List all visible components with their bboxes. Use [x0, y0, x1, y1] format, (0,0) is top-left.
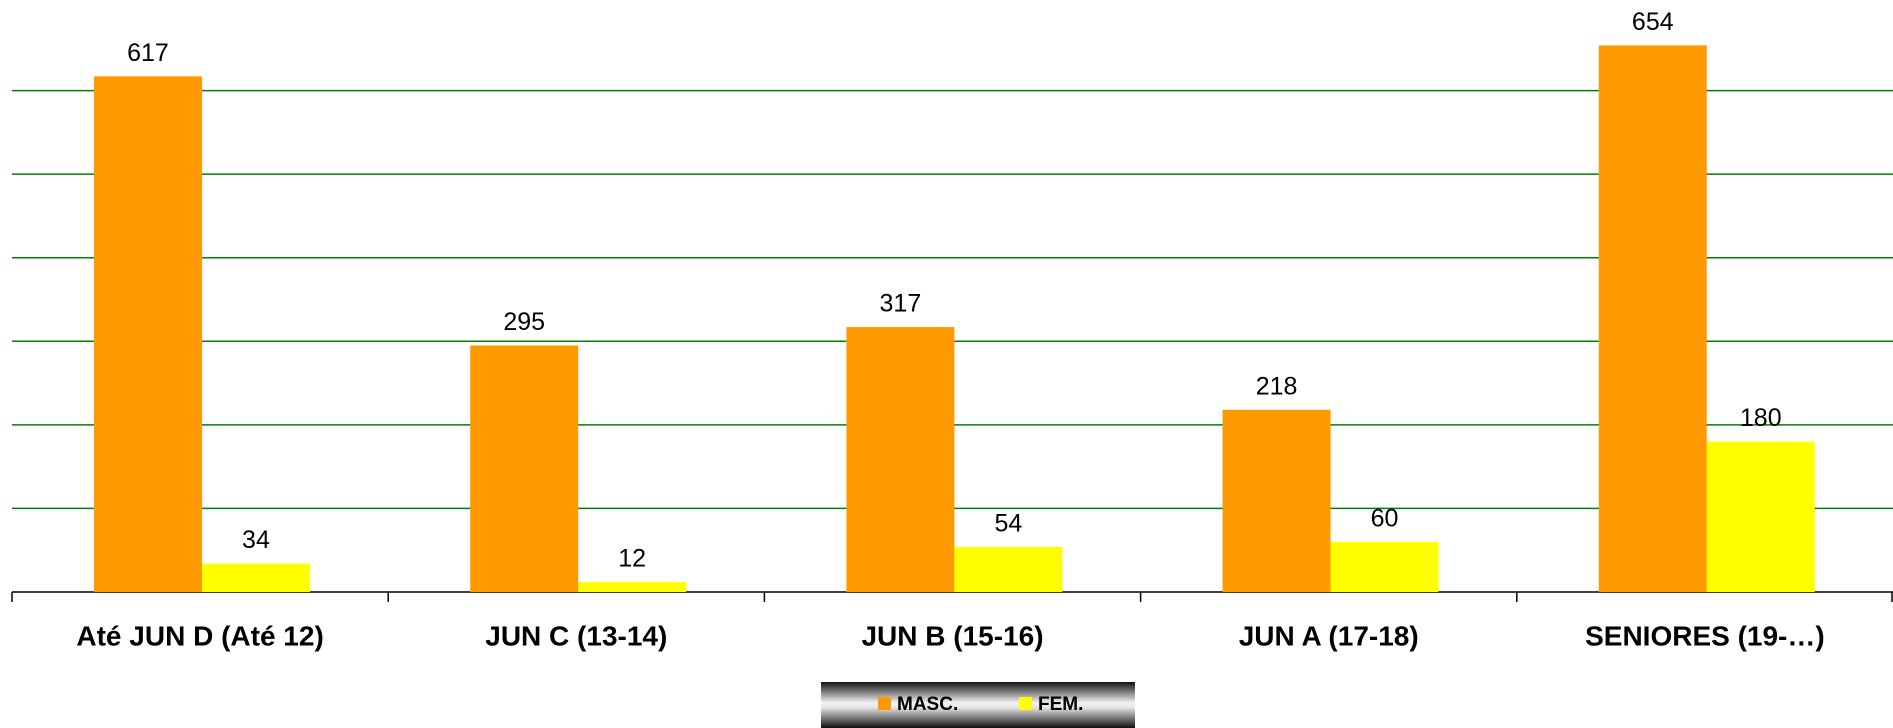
data-label: 34 [242, 526, 270, 554]
bar [201, 563, 310, 592]
data-label: 54 [994, 509, 1022, 537]
bar [1222, 409, 1331, 592]
data-label: 60 [1371, 504, 1399, 532]
data-label: 218 [1256, 372, 1298, 400]
bar [470, 345, 579, 592]
bar [578, 581, 687, 592]
bar [846, 327, 955, 592]
data-label: 617 [127, 39, 169, 67]
bar [1706, 441, 1815, 592]
data-label: 12 [618, 545, 646, 573]
data-label: 654 [1632, 8, 1674, 36]
x-tick-label: JUN A (17-18) [1239, 620, 1419, 651]
legend-label: FEM. [1038, 694, 1083, 715]
legend-box [821, 682, 1135, 728]
data-label: 295 [503, 308, 545, 336]
bar [954, 546, 1063, 592]
legend-label: MASC. [897, 694, 958, 715]
bar [1598, 45, 1707, 592]
legend-swatch [1019, 697, 1032, 710]
x-tick-label: Até JUN D (Até 12) [76, 620, 323, 651]
data-label: 317 [880, 290, 922, 318]
legend-swatch [878, 697, 891, 710]
x-tick-label: JUN C (13-14) [485, 620, 667, 651]
bar [1330, 541, 1439, 592]
bar [94, 76, 202, 593]
x-tick-label: JUN B (15-16) [861, 620, 1043, 651]
x-tick-label: SENIORES (19-…) [1585, 620, 1825, 651]
data-label: 180 [1740, 404, 1782, 432]
